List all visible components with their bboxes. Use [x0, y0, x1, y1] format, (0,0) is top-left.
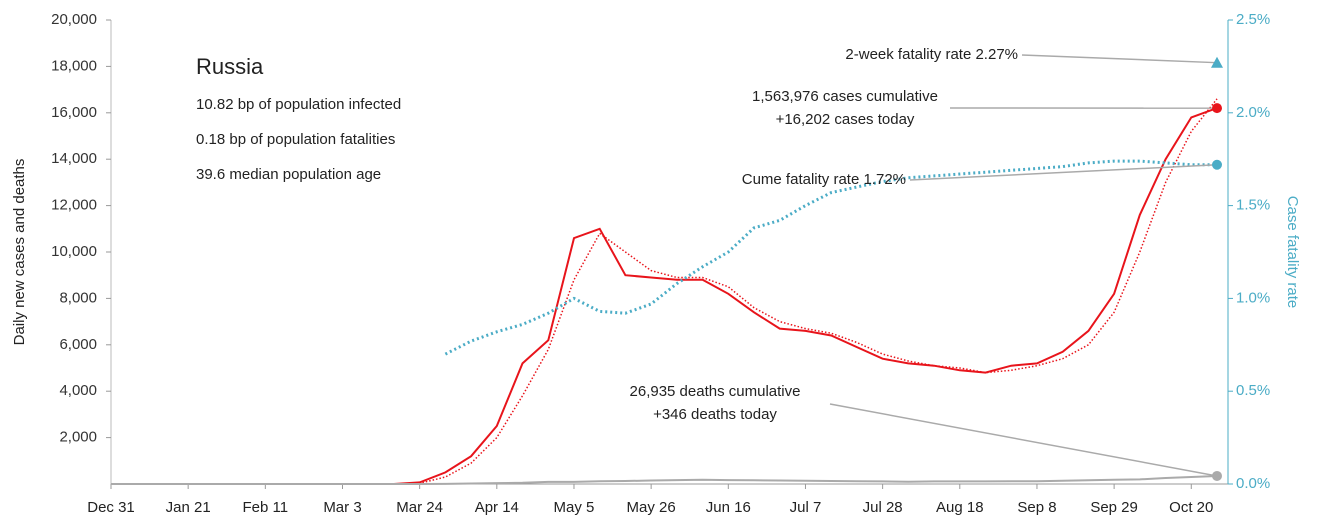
y2-tick-label: 2.0% [1236, 104, 1270, 121]
y-tick-label: 2,000 [59, 429, 97, 446]
y-tick-label: 20,000 [51, 11, 97, 28]
x-tick-label: Jul 28 [863, 499, 903, 516]
x-tick-label: Sep 29 [1090, 499, 1138, 516]
annotation-text: 1,563,976 cases cumulative [752, 88, 938, 105]
y2-tick-label: 1.5% [1236, 197, 1270, 214]
x-tick-label: Jul 7 [790, 499, 822, 516]
annotation-text: Cume fatality rate 1.72% [742, 171, 906, 188]
y-tick-label: 8,000 [59, 289, 97, 306]
info-line: 0.18 bp of population fatalities [196, 131, 395, 148]
info-line: 39.6 median population age [196, 166, 381, 183]
annotation-leader [830, 404, 1217, 476]
y2-tick-label: 0.5% [1236, 382, 1270, 399]
y-tick-label: 14,000 [51, 150, 97, 167]
y-tick-label: 10,000 [51, 243, 97, 260]
annotation-marker [1212, 160, 1222, 170]
x-tick-label: Jun 16 [706, 499, 751, 516]
x-tick-label: Apr 14 [475, 499, 519, 516]
y-tick-label: 12,000 [51, 197, 97, 214]
annotation-text: 2-week fatality rate 2.27% [845, 46, 1018, 63]
series-line [111, 108, 1217, 484]
series-line [111, 476, 1217, 484]
x-tick-label: Dec 31 [87, 499, 135, 516]
y-axis-title: Daily new cases and deaths [11, 159, 28, 346]
x-tick-label: Mar 3 [323, 499, 361, 516]
x-tick-label: Mar 24 [396, 499, 443, 516]
y-tick-label: 4,000 [59, 382, 97, 399]
y-tick-label: 16,000 [51, 104, 97, 121]
y2-tick-label: 0.0% [1236, 475, 1270, 492]
series-line [445, 161, 1217, 354]
annotation-text: 26,935 deaths cumulative [630, 383, 801, 400]
info-line: 10.82 bp of population infected [196, 96, 401, 113]
y2-tick-label: 1.0% [1236, 289, 1270, 306]
x-tick-label: May 26 [627, 499, 676, 516]
annotation-marker [1212, 103, 1222, 113]
x-tick-label: Feb 11 [243, 499, 289, 516]
series-line [111, 99, 1217, 484]
y2-tick-label: 2.5% [1236, 11, 1270, 28]
x-tick-label: May 5 [554, 499, 595, 516]
annotation-text: +16,202 cases today [776, 111, 915, 128]
y2-axis-title: Case fatality rate [1284, 196, 1301, 309]
x-tick-label: Aug 18 [936, 499, 984, 516]
x-tick-label: Oct 20 [1169, 499, 1213, 516]
country-title: Russia [196, 54, 264, 79]
x-tick-label: Sep 8 [1017, 499, 1056, 516]
annotation-leader [1022, 55, 1217, 63]
x-tick-label: Jan 21 [166, 499, 211, 516]
annotation-text: +346 deaths today [653, 406, 777, 423]
y-tick-label: 18,000 [51, 57, 97, 74]
y-tick-label: 6,000 [59, 336, 97, 353]
annotation-marker [1212, 471, 1222, 481]
